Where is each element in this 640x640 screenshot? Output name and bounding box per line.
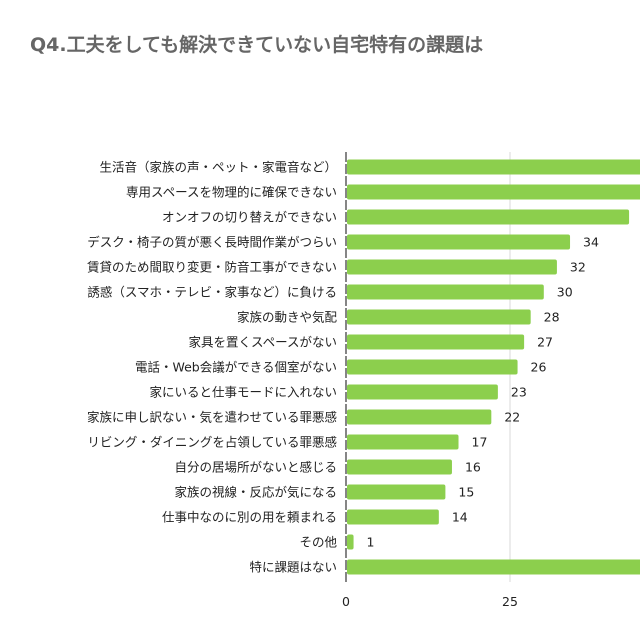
bar [347,509,439,525]
bar [347,284,544,300]
data-label: 26 [531,360,547,375]
bar [347,159,640,175]
category-label: 賃貸のため間取り変更・防音工事ができない [87,260,337,275]
category-label: 家具を置くスペースがない [188,335,337,350]
data-label: 22 [504,410,520,425]
data-label: 30 [557,285,573,300]
data-label: 32 [570,260,586,275]
bar [347,259,557,275]
bar [347,359,518,375]
category-label: その他 [299,535,337,550]
category-label: 家族の視線・反応が気になる [174,485,337,500]
category-label: 家にいると仕事モードに入れない [149,385,337,400]
bar [347,209,630,225]
bar [347,434,459,450]
bar [347,409,492,425]
data-label: 15 [458,485,474,500]
category-label: 生活音（家族の声・ペット・家電音など） [99,160,337,175]
category-label: オンオフの切り替えができない [162,210,337,225]
data-label: 17 [472,435,488,450]
bar [347,484,446,500]
data-label: 28 [544,310,560,325]
category-label: 家族の動きや気配 [237,310,338,325]
category-label: デスク・椅子の質が悪く長時間作業がつらい [87,235,337,250]
data-label: 14 [452,510,468,525]
bar [347,459,452,475]
bar [347,309,531,325]
category-label: 自分の居場所がないと感じる [174,460,337,475]
bar [347,234,571,250]
category-label: 専用スペースを物理的に確保できない [126,185,337,200]
chart-title: Q4.工夫をしても解決できていない自宅特有の課題は [30,34,484,56]
category-label: 誘惑（スマホ・テレビ・家事など）に負ける [87,285,337,300]
category-label: 特に課題はない [249,560,337,575]
bar [347,384,498,400]
bar [347,334,525,350]
data-label: 1 [367,535,375,550]
data-label: 23 [511,385,527,400]
category-label: 電話・Web会議ができる個室がない [135,360,337,375]
data-label: 34 [583,235,599,250]
data-label: 16 [465,460,481,475]
data-label: 27 [537,335,553,350]
bar [347,559,640,575]
bar [347,184,640,200]
x-tick-label: 0 [342,594,350,609]
bar [347,534,354,550]
category-label: リビング・ダイニングを占領している罪悪感 [87,435,337,450]
x-tick-label: 25 [502,594,518,609]
category-label: 仕事中なのに別の用を頼まれる [162,510,337,525]
category-label: 家族に申し訳ない・気を遣わせている罪悪感 [87,410,337,425]
